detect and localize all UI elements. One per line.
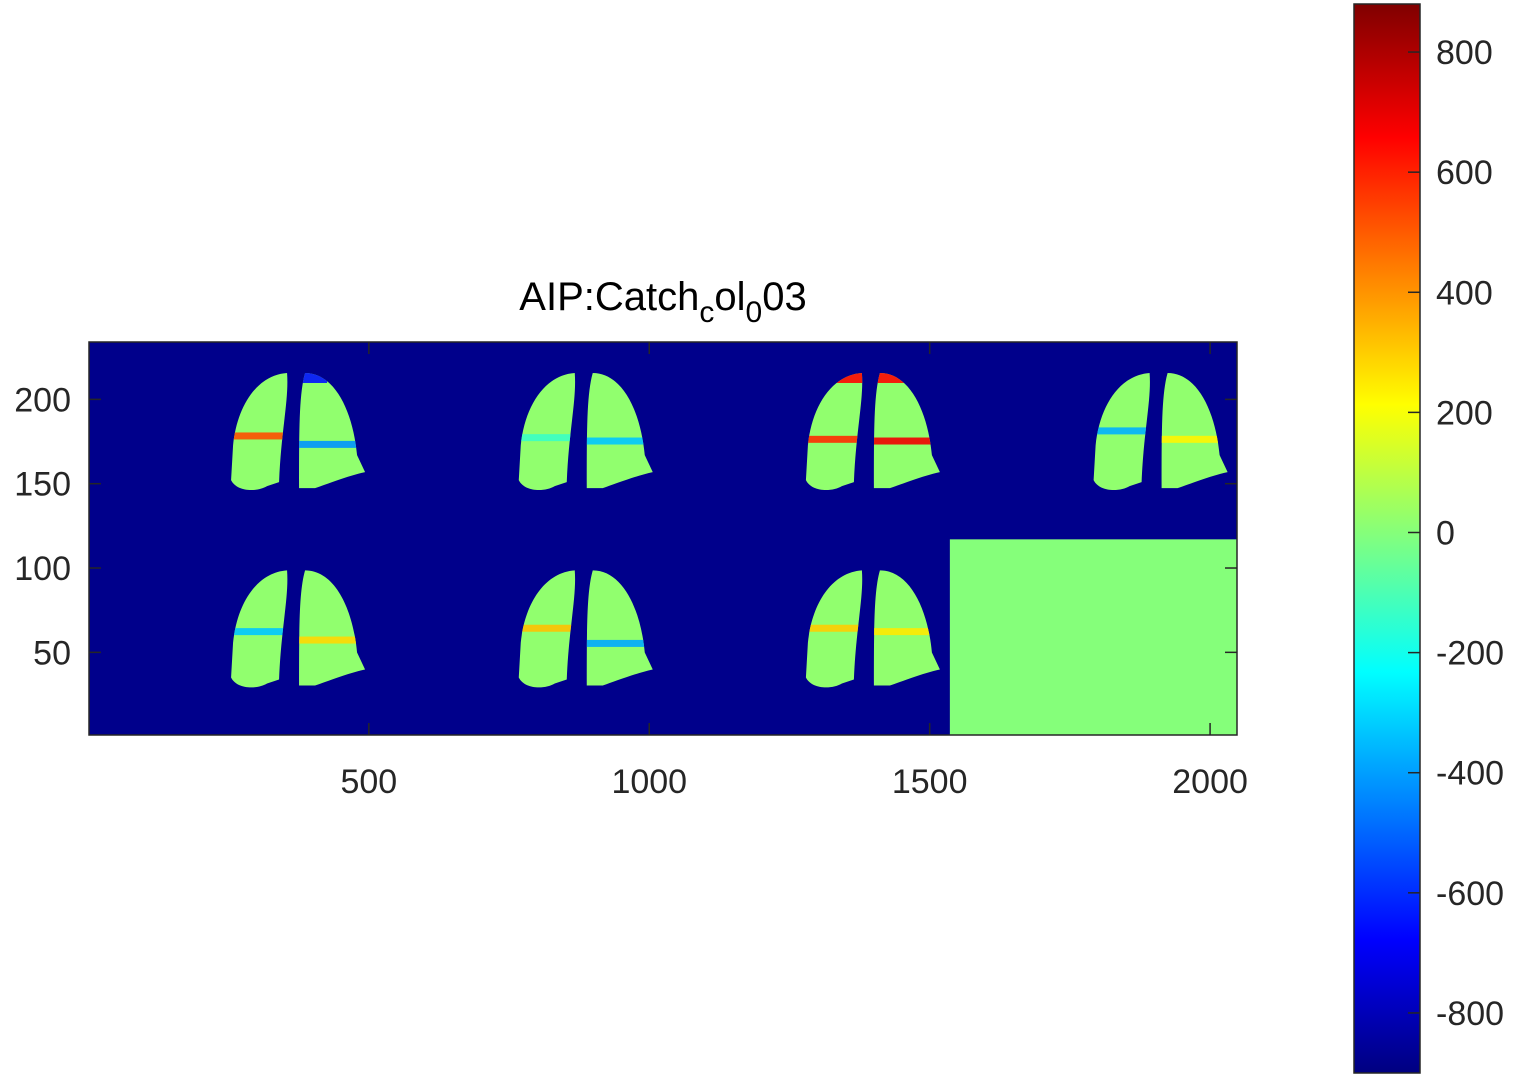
intensity-band — [297, 636, 366, 644]
colorbar-tick-label: 800 — [1436, 34, 1493, 72]
intensity-band — [805, 435, 862, 443]
x-tick-label: 1500 — [892, 763, 968, 801]
heatmap-axes: 500 1000 1500 2000 50 100 150 200 — [14, 341, 1248, 801]
intensity-band — [1159, 435, 1228, 443]
x-tick-label: 1000 — [611, 763, 687, 801]
intensity-band — [297, 372, 328, 383]
intensity-band — [518, 434, 575, 442]
colorbar-tick-label: 400 — [1436, 274, 1493, 312]
colorbar-tick-label: -400 — [1436, 755, 1504, 793]
filled-block — [949, 539, 1237, 735]
y-tick-label: 150 — [14, 466, 71, 504]
intensity-band — [297, 440, 366, 448]
intensity-band — [518, 624, 575, 632]
axes-frame — [88, 341, 1238, 736]
y-axis: 50 100 150 200 — [14, 381, 1237, 672]
intensity-band — [231, 628, 288, 636]
intensity-band — [871, 628, 940, 636]
colorbar-ticks: -800 -600 -400 -200 0 200 400 600 800 — [1408, 34, 1504, 1033]
x-axis: 500 1000 1500 2000 — [340, 342, 1248, 801]
colorbar-tick-label: -200 — [1436, 635, 1504, 673]
colorbar-frame — [1353, 3, 1421, 1074]
colorbar-tick-label: -800 — [1436, 995, 1504, 1033]
x-tick-label: 500 — [340, 763, 397, 801]
colorbar-gradient — [1354, 4, 1420, 1073]
intensity-band — [871, 437, 940, 445]
y-tick-label: 100 — [14, 550, 71, 588]
y-tick-label: 50 — [33, 634, 71, 672]
x-tick-label: 2000 — [1172, 763, 1248, 801]
intensity-band — [584, 437, 653, 445]
intensity-band — [231, 432, 288, 440]
colorbar-tick-label: 200 — [1436, 394, 1493, 432]
colorbar-tick-label: 600 — [1436, 154, 1493, 192]
colorbar-tick-label: 0 — [1436, 514, 1455, 552]
intensity-band — [805, 624, 862, 632]
chart-title: AIP:Catchcol003 — [519, 275, 806, 329]
y-tick-label: 200 — [14, 381, 71, 419]
colorbar-tick-label: -600 — [1436, 875, 1504, 913]
intensity-band — [584, 639, 653, 647]
colorbar: -800 -600 -400 -200 0 200 400 600 800 — [1353, 3, 1504, 1074]
intensity-band — [1093, 427, 1150, 435]
